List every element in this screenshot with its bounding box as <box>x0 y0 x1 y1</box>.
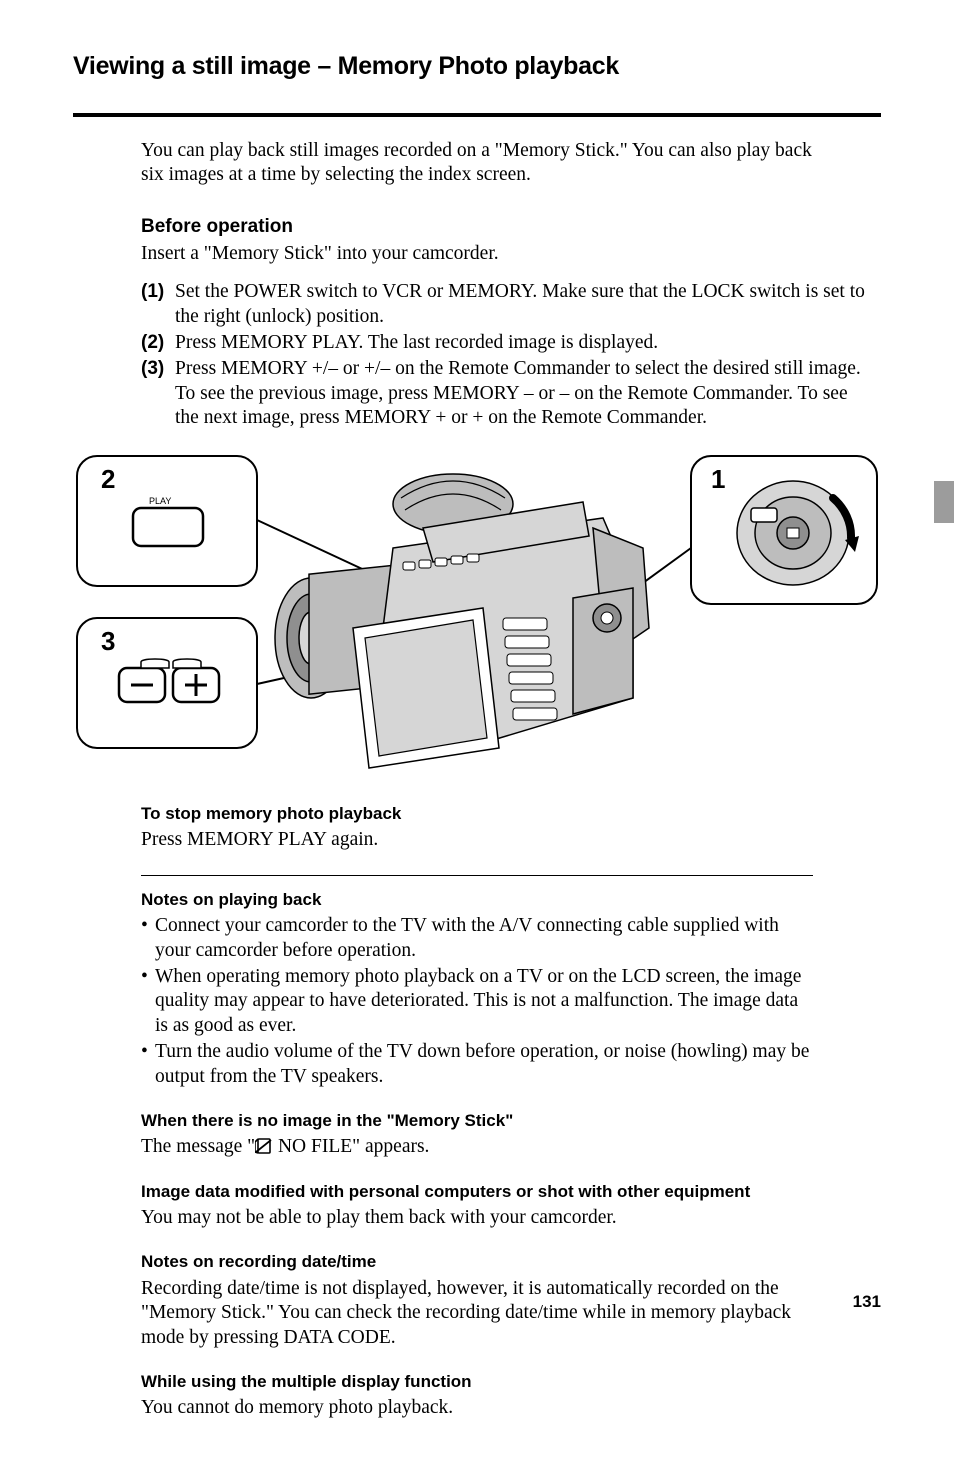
top-rule <box>73 113 881 117</box>
callout-1-panel: 1 <box>691 456 877 604</box>
sub-heading: Notes on recording date/time <box>141 1252 881 1272</box>
bullet-dot: • <box>141 1040 155 1089</box>
sub-body: You may not be able to play them back wi… <box>141 1206 813 1230</box>
step-row: (3) Press MEMORY +/– or +/– on the Remot… <box>141 357 881 430</box>
bullet-body: Turn the audio volume of the TV down bef… <box>155 1040 813 1089</box>
page-number: 131 <box>853 1292 881 1312</box>
side-tab <box>934 481 954 523</box>
sub-heading: While using the multiple display functio… <box>141 1372 881 1392</box>
horizontal-rule <box>141 875 813 877</box>
bullet-item: • Connect your camcorder to the TV with … <box>141 914 813 963</box>
before-operation-heading: Before operation <box>141 216 881 238</box>
sub-heading: When there is no image in the "Memory St… <box>141 1111 881 1131</box>
step-number: (3) <box>141 357 175 430</box>
lcd-panel <box>353 608 499 768</box>
callout-2-label: 2 <box>101 464 115 494</box>
callout-2-panel: 2 PLAY <box>77 456 257 586</box>
bullet-dot: • <box>141 965 155 1038</box>
bullet-item: • Turn the audio volume of the TV down b… <box>141 1040 813 1089</box>
bullet-item: • When operating memory photo playback o… <box>141 965 813 1038</box>
sub-body-suffix: NO FILE" appears. <box>273 1136 429 1157</box>
step-number: (1) <box>141 280 175 329</box>
steps-list: (1) Set the POWER switch to VCR or MEMOR… <box>141 280 881 430</box>
step-body: Set the POWER switch to VCR or MEMORY. M… <box>175 280 881 329</box>
callout-3-label: 3 <box>101 626 115 656</box>
sub-body: You cannot do memory photo playback. <box>141 1396 813 1420</box>
step-number: (2) <box>141 331 175 355</box>
figure-svg: 2 PLAY 3 <box>73 448 881 778</box>
step-body: Press MEMORY PLAY. The last recorded ima… <box>175 331 881 355</box>
callout-1-label: 1 <box>711 464 725 494</box>
camcorder-body-icon <box>275 474 649 768</box>
bullet-dot: • <box>141 914 155 963</box>
bullet-body: Connect your camcorder to the TV with th… <box>155 914 813 963</box>
leader-line <box>257 520 373 574</box>
sub-body: The message " NO FILE" appears. <box>141 1135 813 1159</box>
sub-body: Recording date/time is not displayed, ho… <box>141 1277 813 1350</box>
sub-heading: Image data modified with personal comput… <box>141 1182 881 1202</box>
no-file-icon <box>255 1138 273 1154</box>
notes-heading: Notes on playing back <box>141 890 881 910</box>
page-title: Viewing a still image – Memory Photo pla… <box>73 52 881 81</box>
intro-paragraph: You can play back still images recorded … <box>141 139 813 188</box>
camcorder-figure: 2 PLAY 3 <box>73 448 881 778</box>
step-row: (1) Set the POWER switch to VCR or MEMOR… <box>141 280 881 329</box>
callout-3-panel: 3 <box>77 618 257 748</box>
stop-playback-heading: To stop memory photo playback <box>141 804 881 824</box>
play-button-icon <box>133 508 203 546</box>
before-operation-body: Insert a "Memory Stick" into your camcor… <box>141 242 813 266</box>
step-body: Press MEMORY +/– or +/– on the Remote Co… <box>175 357 881 430</box>
play-label: PLAY <box>149 496 171 506</box>
bullet-body: When operating memory photo playback on … <box>155 965 813 1038</box>
step-row: (2) Press MEMORY PLAY. The last recorded… <box>141 331 881 355</box>
notes-bullets: • Connect your camcorder to the TV with … <box>141 914 813 1089</box>
sub-body-prefix: The message " <box>141 1136 255 1157</box>
stop-playback-body: Press MEMORY PLAY again. <box>141 828 813 852</box>
